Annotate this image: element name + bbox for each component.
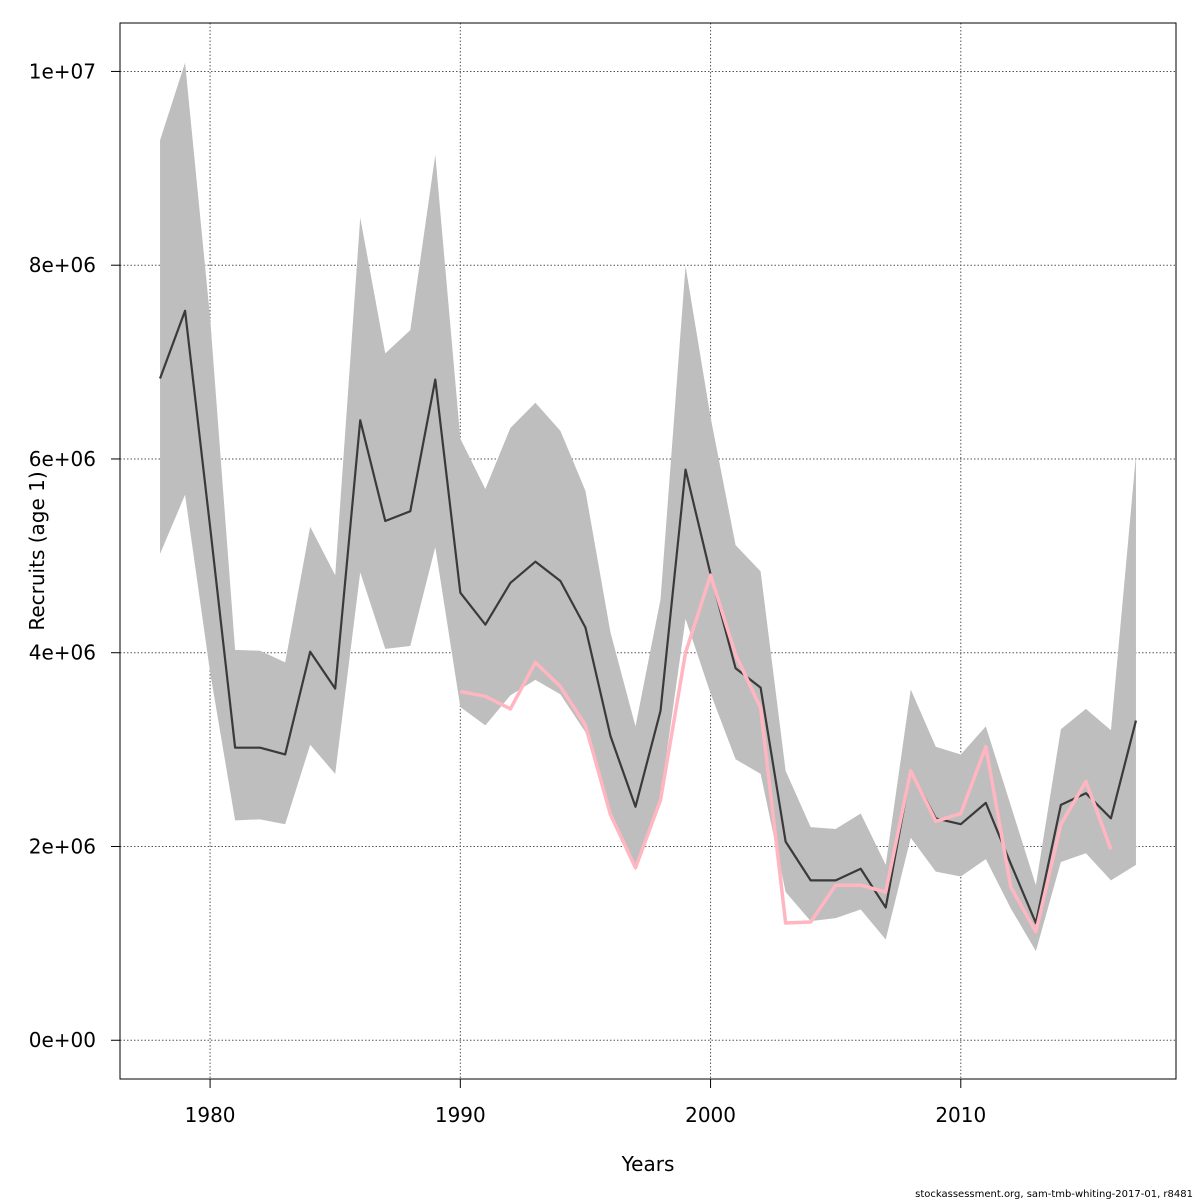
overlay-line — [459, 573, 1113, 934]
confidence-band-layer — [160, 62, 1136, 952]
footer-credit: stockassessment.org, sam-tmb-whiting-201… — [915, 1189, 1193, 1200]
y-tick-label: 1e+07 — [29, 59, 96, 83]
y-tick-label: 8e+06 — [29, 253, 96, 277]
y-tick-label: 2e+06 — [29, 834, 96, 858]
x-tick-label: 2010 — [935, 1103, 986, 1127]
x-axis-label: Years — [621, 1152, 675, 1176]
confidence-band — [160, 62, 1136, 952]
y-axis: 0e+00 2e+06 4e+06 6e+06 8e+06 1e+07 — [29, 59, 120, 1052]
plot-frame — [119, 22, 1177, 1080]
y-tick-label: 4e+06 — [29, 641, 96, 665]
x-tick-label: 2000 — [685, 1103, 736, 1127]
grid-lines — [120, 23, 1176, 1079]
x-tick-label: 1990 — [435, 1103, 486, 1127]
y-tick-label: 0e+00 — [29, 1028, 96, 1052]
x-axis: 1980 1990 2000 2010 — [185, 1079, 986, 1127]
series-lines-layer — [159, 309, 1138, 934]
x-tick-label: 1980 — [185, 1103, 236, 1127]
y-axis-label: Recruits (age 1) — [25, 471, 49, 630]
estimate-line — [159, 309, 1138, 925]
y-tick-label: 6e+06 — [29, 447, 96, 471]
